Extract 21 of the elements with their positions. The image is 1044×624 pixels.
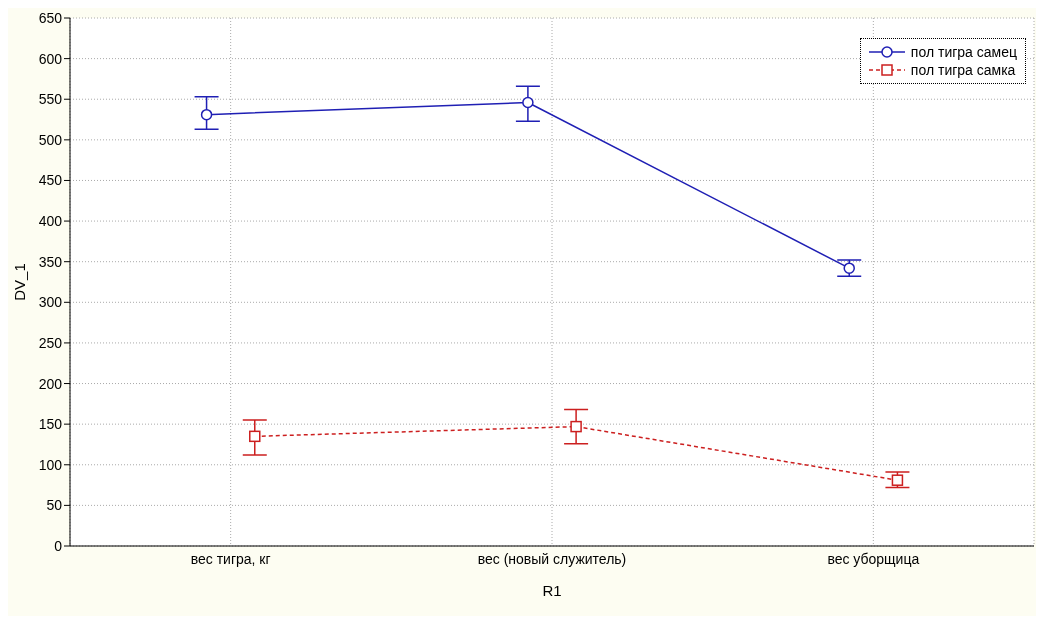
y-tick-label: 650 bbox=[38, 9, 63, 26]
x-axis-title: R1 bbox=[542, 582, 562, 599]
legend-label: пол тигра самец bbox=[910, 43, 1017, 61]
x-tick-label: вес тигра, кг bbox=[190, 550, 271, 567]
y-axis-title: DV_1 bbox=[11, 263, 29, 301]
y-tick-label: 350 bbox=[38, 253, 63, 270]
y-tick-label: 550 bbox=[38, 91, 63, 108]
y-tick-label: 100 bbox=[38, 456, 63, 473]
y-tick-label: 50 bbox=[46, 497, 63, 514]
x-tick-label: вес (новый служитель) bbox=[477, 550, 627, 567]
y-tick-label: 450 bbox=[38, 172, 63, 189]
x-tick-label: вес уборщица bbox=[827, 550, 920, 567]
y-tick-label: 400 bbox=[38, 213, 63, 230]
y-tick-label: 300 bbox=[38, 294, 63, 311]
legend-label: пол тигра самка bbox=[910, 61, 1016, 79]
y-tick-label: 0 bbox=[54, 537, 63, 554]
y-tick-label: 250 bbox=[38, 334, 63, 351]
y-tick-label: 600 bbox=[38, 50, 63, 67]
y-tick-label: 500 bbox=[38, 131, 63, 148]
y-tick-label: 200 bbox=[38, 375, 63, 392]
y-tick-label: 150 bbox=[38, 416, 63, 433]
